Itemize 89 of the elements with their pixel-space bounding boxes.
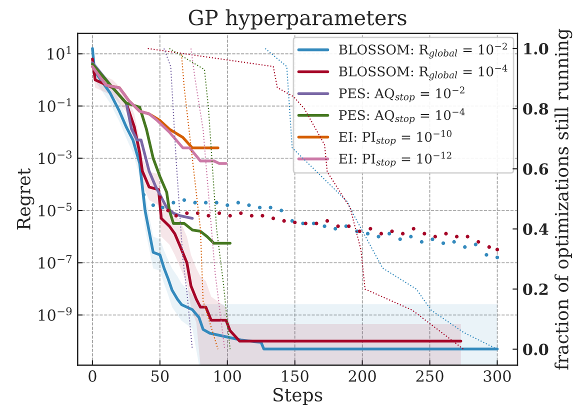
point (151, 203, 156, 208)
point (185, 211, 189, 216)
point (463, 245, 467, 249)
y-tick-label: 10$^{−7}$ (38, 255, 72, 269)
x-tick-label: 100 (214, 370, 241, 382)
point (142, 192, 146, 197)
x-tick-label: 0 (88, 370, 96, 382)
x-tick-label: 200 (348, 370, 376, 382)
legend-label: EI: PI$_{stop}$ = 10$^{−12}$ (339, 152, 452, 168)
point (420, 240, 424, 244)
point (174, 214, 178, 218)
x-tick-label: 150 (282, 370, 308, 382)
point (476, 240, 480, 244)
point (258, 206, 262, 210)
point (250, 214, 254, 218)
point (236, 200, 240, 204)
point (336, 224, 340, 228)
legend-label: BLOSSOM: R$_{global}$ = 10$^{−2}$ (339, 42, 507, 58)
point (379, 232, 384, 236)
y-tick-label: 10$^{−5}$ (38, 202, 72, 216)
point (430, 237, 434, 242)
point (182, 198, 186, 202)
point (495, 248, 500, 252)
point (366, 232, 370, 236)
point (441, 241, 446, 246)
point (314, 222, 318, 226)
point (206, 214, 210, 218)
legend-label: BLOSSOM: R$_{global}$ = 10$^{−4}$ (339, 64, 508, 80)
y2-tick-label: 0.2 (523, 284, 548, 296)
point (226, 203, 230, 208)
point (160, 206, 164, 210)
point (214, 200, 218, 204)
y-tick-label: 10$^{−3}$ (38, 150, 72, 164)
chart-title: GP hyperparameters (188, 9, 406, 30)
legend-label: PES: AQ$_{stop}$ = 10$^{−4}$ (339, 108, 465, 124)
point (444, 232, 448, 236)
y2-axis-title: fraction of optimizations still running (554, 28, 572, 370)
point (433, 234, 438, 238)
point (412, 226, 416, 231)
point (358, 229, 362, 234)
y2-tick-label: 0.8 (523, 103, 548, 115)
point (368, 226, 372, 231)
point (495, 256, 500, 260)
point (304, 222, 308, 226)
point (193, 200, 197, 204)
point (484, 253, 488, 257)
point (334, 226, 338, 231)
x-tick-label: 50 (152, 370, 169, 382)
point (398, 237, 402, 241)
point (474, 242, 478, 246)
legend-label: PES: AQ$_{stop}$ = 10$^{−2}$ (339, 86, 464, 102)
point (322, 224, 326, 228)
point (400, 232, 405, 236)
point (409, 234, 413, 238)
point (390, 229, 394, 234)
y-tick-label: 10$^{−9}$ (38, 307, 72, 321)
point (239, 211, 243, 216)
point (204, 200, 208, 204)
y-tick-label: 10$^{1}$ (48, 46, 71, 60)
point (422, 232, 426, 236)
x-tick-label: 250 (416, 370, 444, 382)
point (247, 203, 251, 208)
point (268, 206, 272, 210)
point (466, 234, 470, 238)
y-axis-title: Regret (17, 168, 34, 230)
point (282, 219, 286, 223)
point (452, 240, 456, 244)
point (487, 245, 491, 249)
point (376, 234, 380, 238)
legend-label: EI: PI$_{stop}$ = 10$^{−10}$ (339, 130, 452, 146)
point (271, 216, 276, 220)
y2-tick-label: 1.0 (524, 42, 548, 55)
y2-tick-label: 0.6 (523, 163, 548, 175)
point (454, 234, 459, 238)
point (325, 219, 330, 223)
point (172, 200, 176, 204)
point (280, 208, 284, 212)
point (260, 214, 264, 218)
x-tick-label: 300 (484, 370, 511, 382)
point (217, 211, 222, 216)
point (228, 214, 232, 218)
y2-tick-label: 0.0 (523, 344, 548, 356)
x-axis-title: Steps (274, 388, 322, 406)
y-tick-label: 10$^{−1}$ (38, 98, 71, 112)
point (293, 220, 297, 224)
y2-tick-label: 0.4 (523, 223, 548, 235)
point (347, 224, 351, 228)
point (387, 232, 392, 236)
point (166, 208, 170, 212)
